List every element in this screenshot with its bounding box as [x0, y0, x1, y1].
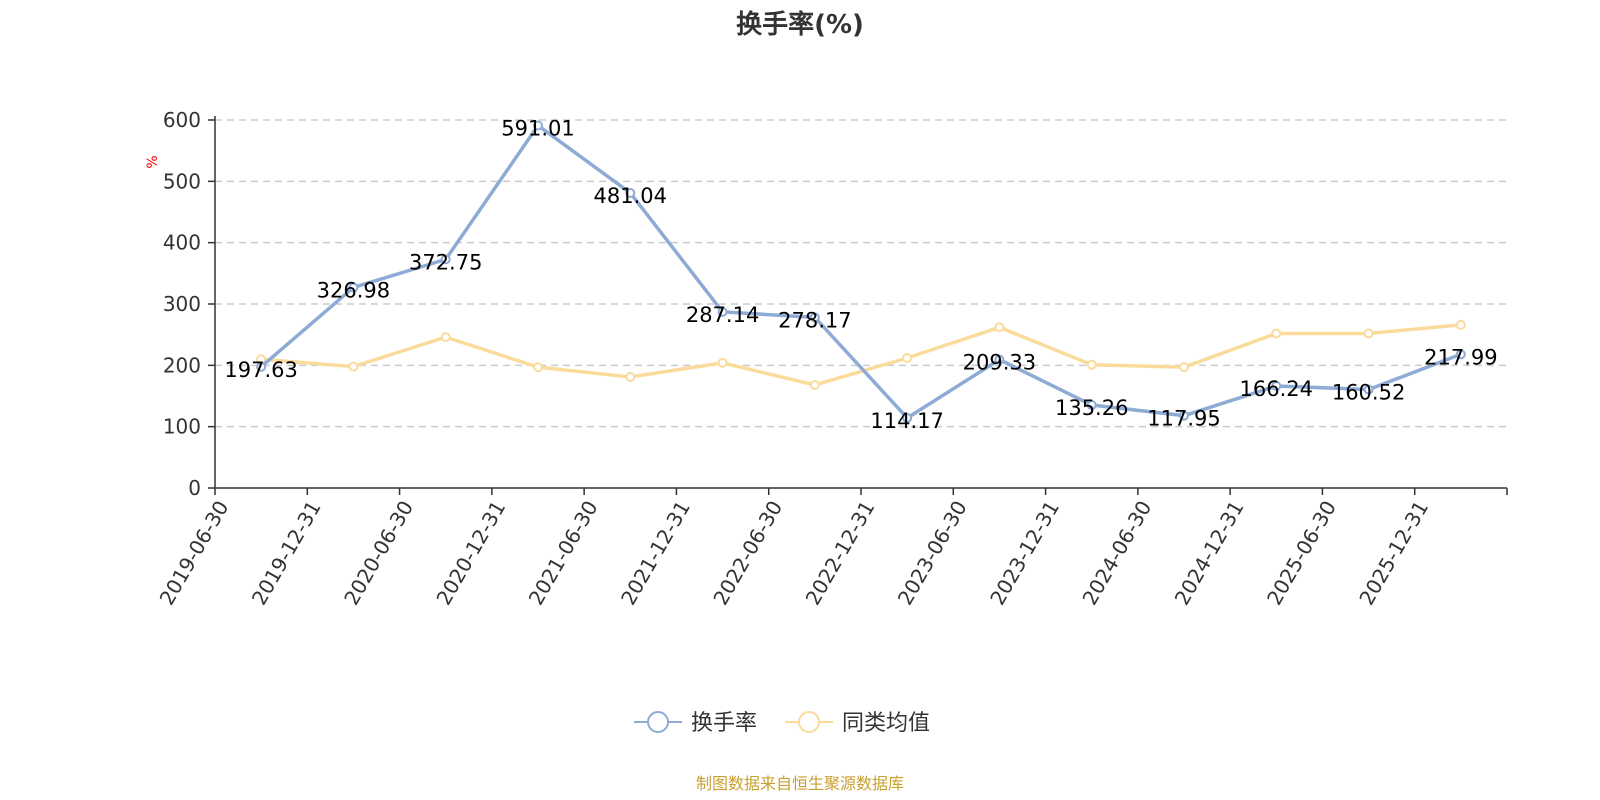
legend-marker: [647, 711, 669, 733]
data-point[interactable]: [902, 412, 913, 423]
x-tick-label: 2020-12-31: [431, 497, 510, 610]
data-label: 114.17: [870, 409, 943, 433]
legend-item[interactable]: 同类均值: [785, 711, 930, 736]
data-point[interactable]: [809, 312, 820, 323]
y-tick-label: 100: [163, 415, 201, 439]
data-point[interactable]: [994, 322, 1005, 333]
data-point[interactable]: [902, 352, 913, 363]
legend-label: 同类均值: [842, 711, 930, 736]
y-tick-label: 400: [163, 231, 201, 255]
data-point[interactable]: [440, 332, 451, 343]
x-tick-label: 2022-12-31: [801, 497, 880, 610]
data-label: 117.95: [1147, 407, 1220, 431]
legend[interactable]: 换手率 同类均值: [634, 711, 930, 736]
data-point[interactable]: [1363, 384, 1374, 395]
data-label: 135.26: [1055, 396, 1128, 420]
y-tick-label: 600: [163, 108, 201, 132]
y-tick-label: 300: [163, 292, 201, 316]
series-line: [260, 123, 1462, 420]
data-point[interactable]: [348, 282, 359, 293]
x-tick-label: 2023-12-31: [985, 497, 1064, 610]
x-tick-label: 2023-06-30: [893, 497, 972, 610]
legend-marker: [798, 711, 820, 733]
x-tick-label: 2024-06-30: [1077, 497, 1156, 610]
data-point[interactable]: [348, 361, 359, 372]
data-point[interactable]: [440, 254, 451, 265]
x-tick-label: 2019-06-30: [155, 497, 234, 610]
data-label: 197.63: [224, 358, 297, 382]
data-point[interactable]: [533, 362, 543, 373]
data-point[interactable]: [1179, 410, 1189, 421]
data-point[interactable]: [717, 306, 728, 317]
x-tick-label: 2025-06-30: [1262, 497, 1341, 610]
x-tick-label: 2024-12-31: [1170, 497, 1249, 610]
data-point[interactable]: [625, 371, 636, 382]
data-point[interactable]: [717, 357, 728, 368]
series-line: [261, 323, 1462, 387]
y-tick-label: 0: [188, 476, 201, 500]
data-label: 591.01: [501, 117, 574, 141]
data-point[interactable]: [1271, 381, 1282, 392]
data-label: 217.99: [1424, 345, 1497, 369]
source-note: 制图数据来自恒生聚源数据库: [696, 774, 904, 793]
data-point[interactable]: [809, 379, 820, 390]
chart-title: 换手率(%): [736, 9, 864, 40]
x-tick-label: 2021-12-31: [616, 497, 695, 610]
data-point[interactable]: [1363, 328, 1374, 339]
x-tick-label: 2019-12-31: [247, 497, 326, 610]
data-point[interactable]: [256, 361, 267, 372]
x-tick-label: 2022-06-30: [708, 497, 787, 610]
data-label: 372.75: [409, 250, 482, 274]
data-point[interactable]: [533, 120, 543, 131]
y-tick-label: 200: [163, 353, 201, 377]
x-tick-label: 2025-12-31: [1354, 497, 1433, 610]
data-label: 278.17: [778, 308, 851, 332]
data-label: 209.33: [963, 351, 1036, 375]
data-point[interactable]: [1455, 349, 1466, 360]
y-axis-unit: %: [145, 155, 161, 168]
data-point[interactable]: [1179, 362, 1189, 373]
data-point[interactable]: [1271, 328, 1282, 339]
data-labels: 197.63 326.98 372.75 591.01 481.04 287.14 278.…: [224, 117, 1497, 433]
y-tick-label: 500: [163, 169, 201, 193]
legend-label: 换手率: [691, 711, 757, 736]
x-tick-label: 2020-06-30: [339, 497, 418, 610]
data-label: 481.04: [594, 184, 667, 208]
data-point[interactable]: [625, 187, 636, 198]
data-point[interactable]: [1086, 400, 1097, 411]
data-label: 287.14: [686, 303, 759, 327]
data-point[interactable]: [1455, 319, 1466, 330]
x-tick-label: 2021-06-30: [524, 497, 603, 610]
data-point[interactable]: [994, 354, 1005, 365]
series-group: [256, 120, 1466, 423]
data-label: 326.98: [317, 278, 390, 302]
data-point[interactable]: [1086, 359, 1097, 370]
legend-item[interactable]: 换手率: [634, 711, 757, 736]
data-label: 166.24: [1240, 377, 1313, 401]
data-label: 160.52: [1332, 381, 1405, 405]
